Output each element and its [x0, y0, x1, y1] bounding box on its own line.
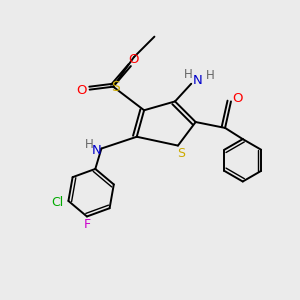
Text: H: H	[206, 69, 215, 82]
Text: O: O	[128, 53, 139, 66]
Text: S: S	[178, 147, 185, 160]
Text: Cl: Cl	[51, 196, 63, 209]
Text: N: N	[92, 144, 102, 158]
Text: F: F	[83, 218, 91, 231]
Text: O: O	[76, 84, 87, 97]
Text: N: N	[193, 74, 202, 87]
Text: H: H	[184, 68, 193, 81]
Text: O: O	[232, 92, 243, 105]
Text: H: H	[85, 138, 93, 151]
Text: S: S	[111, 80, 120, 94]
